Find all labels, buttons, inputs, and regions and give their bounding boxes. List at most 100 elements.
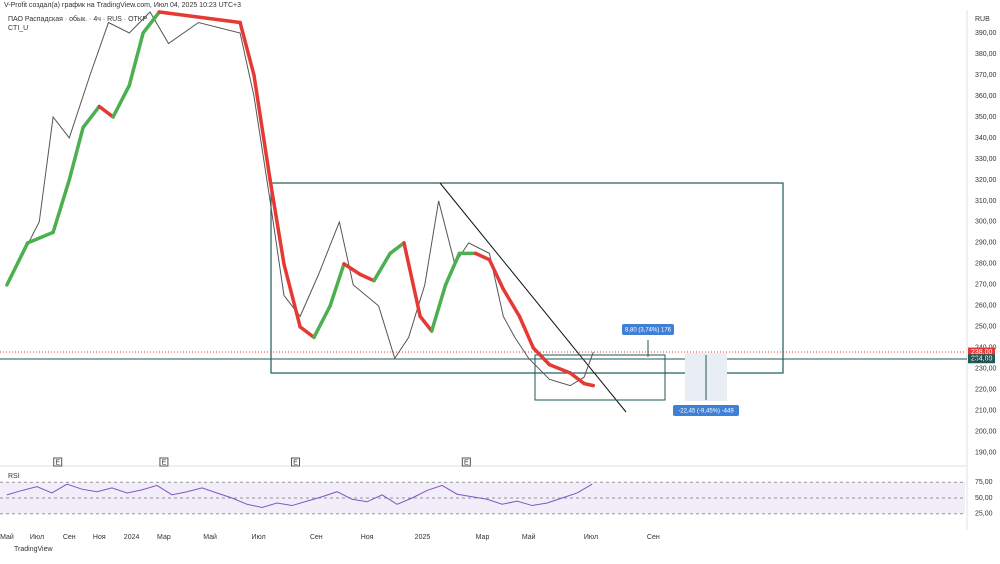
x-tick-label: Мар: [157, 534, 171, 541]
x-tick-label: 2024: [124, 534, 140, 541]
footer: TradingView: [14, 546, 53, 553]
cti-segment: [358, 272, 376, 283]
cti-segment: [531, 346, 552, 367]
y-tick-label: 220,00: [975, 387, 997, 394]
y-tick-label: 330,00: [975, 156, 997, 163]
x-tick-label: Сен: [310, 534, 323, 541]
cti-segment: [568, 371, 586, 386]
x-tick-label: Май: [522, 533, 536, 541]
line: [6, 483, 593, 508]
y-tick-label: 25,00: [975, 511, 993, 518]
x-tick-label: 2025: [415, 534, 431, 541]
cti-segment: [111, 83, 132, 119]
cti-segment: [298, 325, 316, 340]
cti-segment: [238, 20, 256, 77]
y-tick-label: 200,00: [975, 429, 997, 436]
y-tick-label: 320,00: [975, 177, 997, 184]
cti-segment: [547, 362, 572, 375]
cti-segment: [487, 257, 506, 291]
x-tick-label: Июл: [30, 534, 44, 541]
x-tick-label: Июл: [251, 534, 265, 541]
x-tick-label: Сен: [647, 534, 660, 541]
symbol-title: ПАО Распадская · обык. · 4ч · RUS · OTKP: [8, 15, 147, 23]
event-label: E: [55, 459, 60, 466]
cti-segment: [517, 314, 536, 350]
annotation-box: [622, 324, 674, 335]
y-tick-label: 210,00: [975, 408, 997, 415]
cti-segment: [443, 251, 462, 287]
cti-segment: [268, 178, 286, 266]
event-icon: [159, 457, 169, 467]
annotation: -22,45 (-9,45%) -449: [678, 409, 734, 415]
y-tick-label: 360,00: [975, 93, 997, 100]
y-tick-label: 290,00: [975, 240, 997, 247]
price-tag: [968, 347, 995, 357]
indicator-name: CTI_U: [8, 25, 28, 32]
y-tick-label: 260,00: [975, 303, 997, 310]
cti-segment: [402, 241, 422, 319]
cti-segment: [418, 314, 434, 333]
cti-segment: [372, 251, 392, 283]
header: V-Profit создал(а) график на TradingView…: [4, 2, 241, 9]
countdown: 36:30: [972, 357, 990, 364]
cti-segment: [97, 104, 115, 119]
cti-segment: [282, 262, 302, 329]
cti-segment: [501, 287, 522, 319]
event-icon: [53, 457, 63, 467]
x-tick-label: Июл: [584, 534, 598, 541]
y-tick-label: 300,00: [975, 219, 997, 226]
x-tick-label: Май: [203, 533, 217, 541]
y-tick-label: 340,00: [975, 135, 997, 142]
y-tick-label: 370,00: [975, 72, 997, 79]
annotation-box: [673, 405, 739, 416]
annotation: 8,80 (3,74%) 176: [625, 328, 672, 334]
cti-segment: [328, 262, 346, 308]
cti-segment: [81, 104, 102, 130]
cti-segment: [473, 251, 492, 262]
cti-segment: [429, 283, 448, 333]
y-tick-label: 380,00: [975, 51, 997, 58]
event-label: E: [293, 459, 298, 466]
cti-segment: [252, 73, 272, 182]
y-tick-label: 230,00: [975, 366, 997, 373]
cti-segment: [67, 125, 85, 182]
y-tick-label: 390,00: [975, 30, 997, 37]
range-box: [270, 182, 784, 374]
x-tick-label: Ноя: [93, 534, 106, 541]
line: [6, 11, 594, 387]
event-icon: [291, 457, 301, 467]
rsi-title: RSI: [8, 473, 20, 480]
cti-segment: [141, 10, 162, 35]
event-icon: [461, 457, 471, 467]
y-tick-label: 75,00: [975, 479, 993, 486]
currency: RUB: [975, 16, 990, 23]
cti-segment: [342, 262, 362, 277]
y-tick-label: 190,00: [975, 450, 997, 457]
cti-segment: [582, 381, 596, 388]
event-label: E: [464, 459, 469, 466]
y-tick-label: 350,00: [975, 114, 997, 121]
y-tick-label: 250,00: [975, 324, 997, 331]
price-label: 238,00: [971, 349, 993, 356]
y-tick-label: 270,00: [975, 282, 997, 289]
y-tick-label: 50,00: [975, 495, 993, 502]
cti-segment: [5, 241, 30, 287]
cti-segment: [51, 178, 72, 235]
small-box: [534, 354, 666, 401]
x-tick-label: Май: [0, 533, 14, 541]
price-label: 234,80: [971, 356, 993, 363]
x-tick-label: Ноя: [361, 534, 374, 541]
x-tick-label: Мар: [476, 534, 490, 541]
y-tick-label: 310,00: [975, 198, 997, 205]
cti-segment: [388, 241, 406, 256]
cti-segment: [25, 230, 55, 245]
cti-segment: [157, 10, 242, 25]
event-label: E: [162, 459, 167, 466]
cti-segment: [127, 31, 145, 88]
y-tick-label: 280,00: [975, 261, 997, 268]
price-tag: [968, 354, 995, 364]
x-tick-label: Сен: [63, 534, 76, 541]
trend-line: [439, 182, 627, 413]
cti-segment: [312, 304, 332, 340]
